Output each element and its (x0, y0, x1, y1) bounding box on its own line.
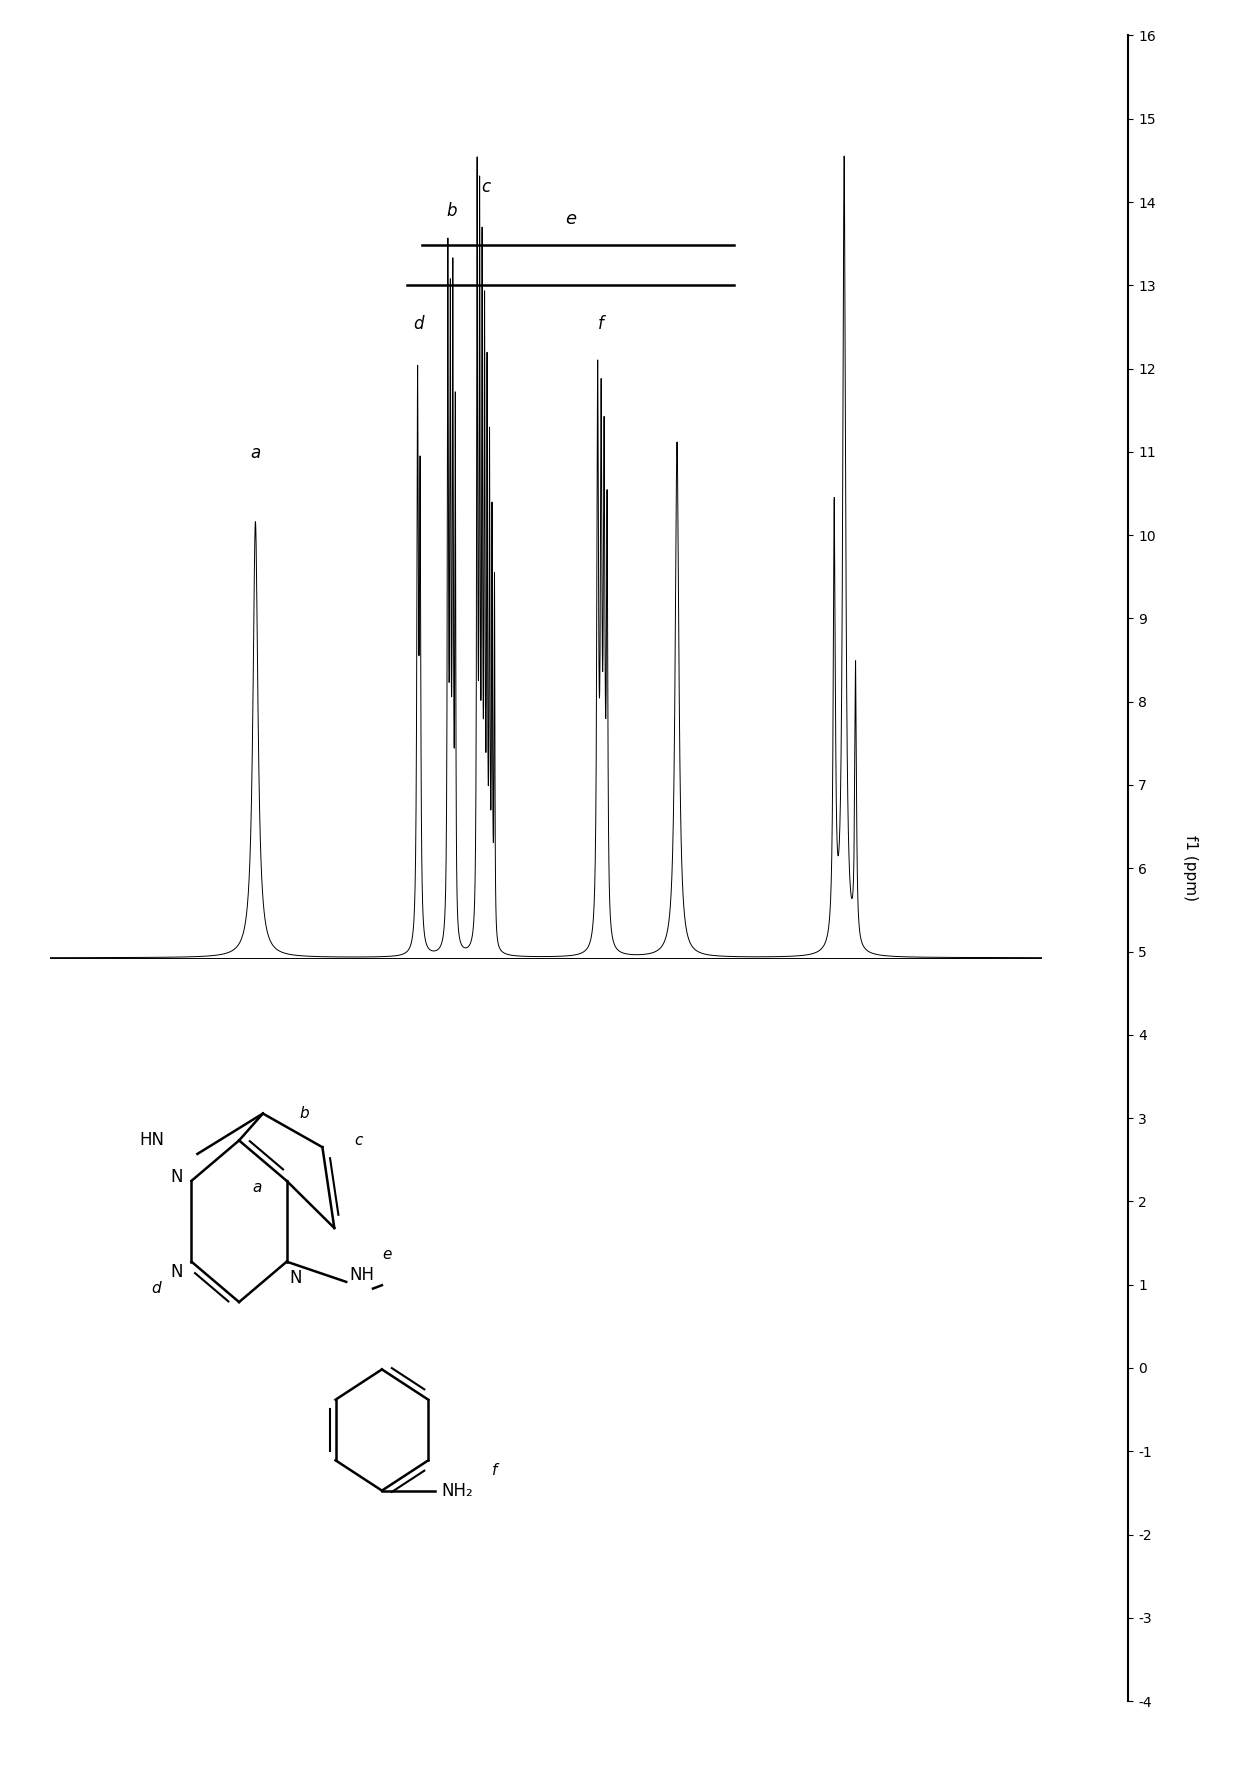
Text: b: b (300, 1106, 309, 1122)
Text: N: N (290, 1269, 303, 1288)
Text: d: d (151, 1281, 160, 1295)
Text: a: a (250, 443, 260, 462)
Text: e: e (382, 1247, 392, 1262)
Text: b: b (446, 202, 456, 220)
Y-axis label: f1 (ppm): f1 (ppm) (1183, 835, 1198, 902)
Text: a: a (252, 1180, 262, 1194)
Text: e: e (565, 211, 575, 229)
Text: d: d (413, 315, 424, 333)
Text: f: f (492, 1464, 497, 1478)
Text: f: f (598, 315, 604, 333)
Text: c: c (353, 1132, 362, 1148)
Text: N: N (170, 1168, 182, 1187)
Text: c: c (481, 179, 491, 197)
Text: NH: NH (350, 1267, 374, 1285)
Text: NH₂: NH₂ (441, 1481, 474, 1499)
Text: HN: HN (140, 1132, 165, 1150)
Text: N: N (170, 1263, 182, 1281)
